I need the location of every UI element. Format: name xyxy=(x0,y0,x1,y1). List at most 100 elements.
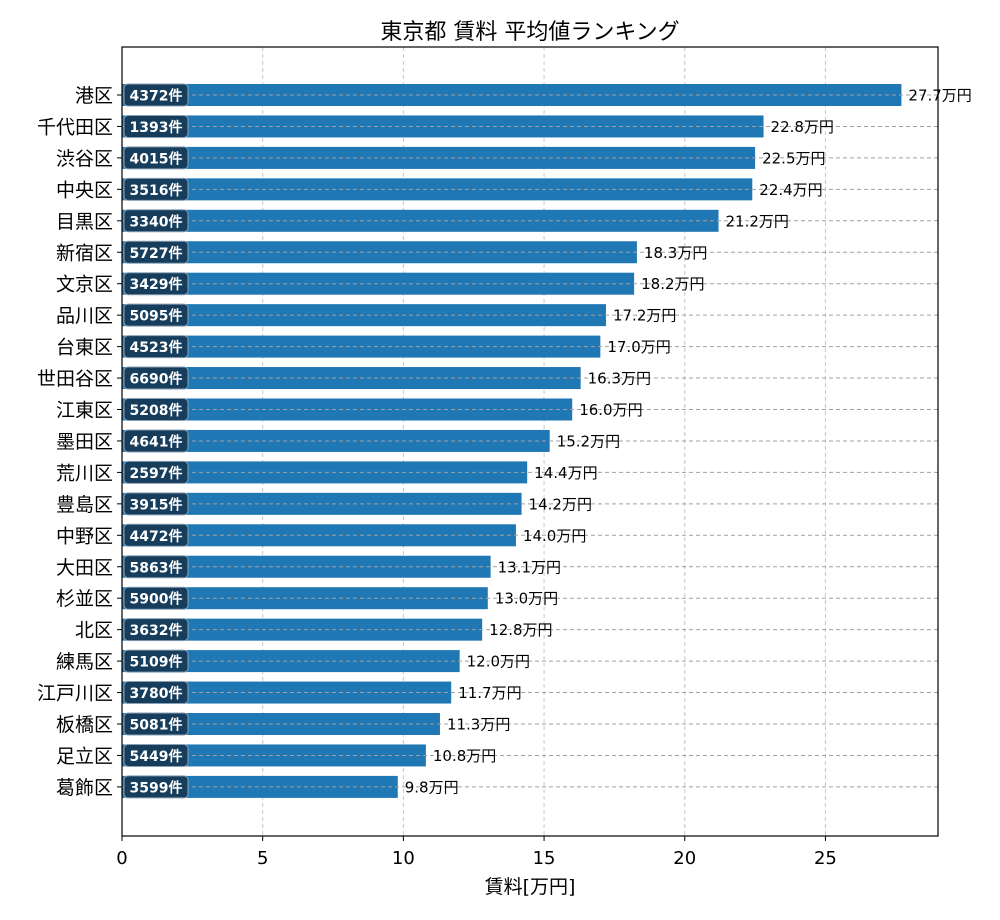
category-label: 文京区 xyxy=(56,274,113,296)
bar xyxy=(122,272,635,295)
x-tick-label: 10 xyxy=(392,848,415,869)
bar xyxy=(122,713,440,735)
count-label: 5863件 xyxy=(130,559,183,576)
x-tick-label: 15 xyxy=(533,848,556,869)
count-badge xyxy=(123,366,189,390)
value-label: 16.3万円 xyxy=(588,370,651,388)
bar xyxy=(122,367,581,390)
bar xyxy=(122,115,764,138)
plot-frame xyxy=(121,46,939,837)
count-label: 4015件 xyxy=(130,150,183,167)
count-label: 3599件 xyxy=(130,779,183,796)
value-label: 11.3万円 xyxy=(447,716,510,734)
category-label: 新宿区 xyxy=(56,242,113,264)
category-label: 江戸川区 xyxy=(37,683,113,705)
count-label: 5449件 xyxy=(130,748,183,765)
bar xyxy=(122,618,483,641)
count-badge xyxy=(123,303,189,327)
count-badge xyxy=(123,114,189,138)
category-label: 板橋区 xyxy=(56,714,113,736)
x-tick-label: 20 xyxy=(673,848,696,869)
count-badge xyxy=(123,681,189,705)
count-label: 4472件 xyxy=(130,528,183,545)
category-label: 台東区 xyxy=(56,337,113,359)
count-badge xyxy=(123,83,189,107)
category-label: 世田谷区 xyxy=(37,368,113,390)
count-badge xyxy=(123,398,189,421)
count-label: 4523件 xyxy=(130,339,183,356)
count-badge xyxy=(123,775,189,799)
category-label: 江東区 xyxy=(56,400,113,422)
category-label: 葛飾区 xyxy=(56,777,113,799)
count-label: 5109件 xyxy=(130,654,183,671)
value-label: 15.2万円 xyxy=(557,432,620,450)
count-label: 4372件 xyxy=(130,88,183,105)
bar xyxy=(122,84,902,106)
category-label: 大田区 xyxy=(56,557,113,579)
bar xyxy=(122,209,719,232)
value-label: 12.0万円 xyxy=(467,653,530,671)
value-label: 17.0万円 xyxy=(607,338,670,356)
count-label: 5095件 xyxy=(130,308,183,325)
category-label: 港区 xyxy=(75,85,113,107)
count-label: 1393件 xyxy=(130,119,183,136)
value-label: 14.2万円 xyxy=(529,495,592,513)
value-label: 13.1万円 xyxy=(498,558,561,576)
count-badge xyxy=(123,743,189,767)
value-label: 9.8万円 xyxy=(405,778,459,796)
bar xyxy=(122,241,637,264)
count-badge xyxy=(123,523,189,547)
value-label: 22.4万円 xyxy=(759,181,822,199)
count-label: 3516件 xyxy=(130,182,183,199)
value-label: 22.5万円 xyxy=(762,149,825,167)
value-label: 18.3万円 xyxy=(644,244,707,262)
value-label: 14.4万円 xyxy=(534,464,597,482)
bar xyxy=(122,744,426,767)
x-tick-label: 25 xyxy=(814,848,837,869)
category-label: 千代田区 xyxy=(37,116,113,138)
count-label: 3429件 xyxy=(130,276,183,293)
category-label: 中野区 xyxy=(56,525,113,547)
value-label: 16.0万円 xyxy=(579,401,642,419)
count-badge xyxy=(123,460,189,484)
value-label: 14.0万円 xyxy=(523,527,586,545)
category-label: 荒川区 xyxy=(56,462,113,484)
count-badge xyxy=(123,586,189,610)
count-badge xyxy=(123,429,189,453)
category-label: 豊島区 xyxy=(56,494,113,516)
value-label: 21.2万円 xyxy=(726,212,789,230)
value-label: 13.0万円 xyxy=(495,590,558,608)
category-label: 墨田区 xyxy=(56,431,113,453)
category-label: 中央区 xyxy=(56,179,113,201)
category-label: 杉並区 xyxy=(56,588,113,610)
count-badge xyxy=(123,240,189,264)
chart-title: 東京都 賃料 平均値ランキング xyxy=(380,20,680,45)
value-label: 18.2万円 xyxy=(641,275,704,293)
category-label: 北区 xyxy=(75,620,113,642)
category-label: 目黒区 xyxy=(56,211,113,233)
value-label: 11.7万円 xyxy=(458,684,521,702)
bar xyxy=(122,461,528,484)
count-label: 3632件 xyxy=(130,622,183,639)
x-tick-label: 5 xyxy=(257,848,268,869)
category-label: 練馬区 xyxy=(56,651,113,673)
value-label: 27.7万円 xyxy=(908,87,971,105)
value-label: 10.8万円 xyxy=(433,747,496,765)
x-axis-label: 賃料[万円] xyxy=(484,876,576,898)
count-badge xyxy=(123,209,189,233)
x-tick-label: 0 xyxy=(116,848,127,869)
count-badge xyxy=(123,712,189,736)
count-badge xyxy=(123,335,189,359)
count-label: 2597件 xyxy=(130,465,183,482)
count-label: 5081件 xyxy=(130,717,183,734)
value-label: 12.8万円 xyxy=(489,621,552,639)
count-label: 5900件 xyxy=(130,591,183,608)
bar xyxy=(122,775,398,798)
count-badge xyxy=(123,492,189,516)
count-label: 6690件 xyxy=(130,371,183,388)
value-label: 17.2万円 xyxy=(613,307,676,325)
count-label: 3915件 xyxy=(130,496,183,513)
category-label: 渋谷区 xyxy=(56,148,113,170)
count-badge xyxy=(123,272,189,296)
count-label: 3780件 xyxy=(130,685,183,702)
